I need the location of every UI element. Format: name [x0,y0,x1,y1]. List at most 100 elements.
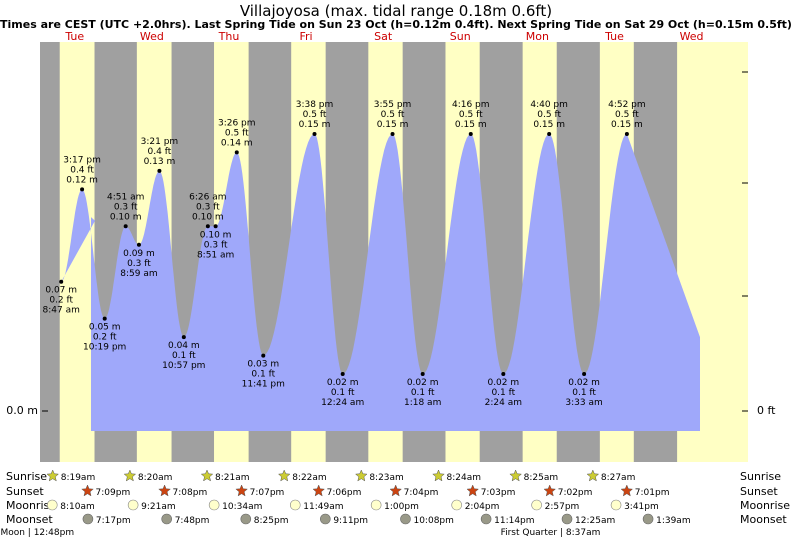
moonrise-icon [127,499,139,511]
moonrise-time: 3:41pm [624,502,659,512]
sunset-time: 7:02pm [558,488,593,498]
moonrise-time: 2:57pm [545,502,580,512]
sunset-time: 7:01pm [635,488,670,498]
tide-ft-label: 0.5 ft [459,110,483,120]
axis-ticks [42,71,748,412]
moonset-icon [161,513,173,525]
tide-annotations: 0.07 m0.2 ft8:47 am3:17 pm0.4 ft0.12 m0.… [43,100,646,408]
tide-point [261,353,266,358]
tide-m-label: 0.15 m [611,120,643,130]
sunset-time: 7:07pm [250,488,285,498]
sunset-time: 7:08pm [173,488,208,498]
moonset-icon [400,513,411,525]
row-label-sunset-left: Sunset [6,485,44,498]
tide-m-label: 0.02 m [407,378,439,388]
day-name-label: Mon [526,30,549,43]
tide-time-label: 3:33 am [565,398,602,408]
y-axis-zero-ft: 0 ft [757,404,776,417]
tide-time-label: 11:41 pm [242,380,285,390]
row-label-moonset-left: Moonset [6,513,53,526]
sunset-icon [466,484,480,497]
y-axis-zero-m: 0.0 m [6,404,38,417]
tide-m-label: 0.02 m [487,378,519,388]
tide-time-label: 10:19 pm [83,343,126,353]
tide-time-label: 8:47 am [43,306,80,316]
tide-time-label: 10:57 pm [162,361,205,371]
tide-m-label: 0.15 m [299,120,331,130]
moonset-time: 9:11pm [333,516,368,526]
sunset-time: 7:04pm [404,488,439,498]
tide-time-label: 3:17 pm [63,155,101,165]
sunrise-time: 8:25am [524,473,559,483]
sun-moon-row-labels: Sunrise Sunset Moonrise Moonset Sunrise … [6,470,790,526]
tide-m-label: 0.04 m [168,341,200,351]
tide-point [340,372,345,377]
tide-ft-label: 0.3 ft [204,240,228,250]
tide-ft-label: 0.1 ft [331,388,355,398]
chart-subtitle: Times are CEST (UTC +2.0hrs). Last Sprin… [0,18,792,31]
tide-m-label: 0.02 m [327,378,359,388]
tide-point [59,279,64,284]
tide-time-label: 4:51 am [107,192,144,202]
day-name-label: Sat [374,30,393,43]
tide-ft-label: 0.1 ft [491,388,515,398]
moonrise-time: 11:49am [303,502,343,512]
chart-title: Villajoyosa (max. tidal range 0.18m 0.6f… [240,2,552,20]
tide-time-label: 2:24 am [485,398,522,408]
tide-m-label: 0.09 m [123,249,155,259]
tide-ft-label: 0.4 ft [70,165,94,175]
moonrise-icon [610,499,622,511]
tide-ft-label: 0.3 ft [114,202,138,212]
sunset-icon [620,484,634,497]
tide-ft-label: 0.4 ft [148,147,172,157]
moonrise-icon [289,499,301,511]
sunrise-icon [123,469,137,482]
day-name-label: Tue [64,30,84,43]
tide-point [181,335,186,340]
sunrise-icon [200,469,214,482]
moonset-icon [642,513,654,525]
sun-moon-events: 8:19am 8:20am 8:21am 8:22am 8:23am 8:24am 8:25… [0,469,691,538]
tide-m-label: 0.12 m [66,175,98,185]
moonset-icon [82,513,94,525]
sunset-time: 7:09pm [96,488,131,498]
tide-point [468,131,473,136]
sunrise-time: 8:23am [369,473,404,483]
moonrise-time: 10:34am [222,502,262,512]
tide-time-label: 1:18 am [404,398,441,408]
row-label-moonrise-right: Moonrise [740,499,790,512]
tide-point [312,131,317,136]
tide-point [213,224,218,229]
tide-point [157,168,162,173]
moonrise-icon [370,499,382,511]
sunrise-icon [509,469,523,482]
tide-point [582,372,587,377]
tide-time-label: 6:26 am [189,192,226,202]
row-label-moonset-right: Moonset [740,513,787,526]
moonrise-time: 1:00pm [384,502,419,512]
moonrise-icon [531,499,542,511]
moonset-icon [561,513,573,525]
day-name-label: Wed [140,30,164,43]
tide-time-label: 4:16 pm [452,100,490,110]
moonset-time: 7:48pm [175,516,210,526]
moonrise-time: 9:21am [141,502,176,512]
sunset-icon [312,484,326,497]
sunset-icon [543,484,557,497]
row-label-sunrise-right: Sunrise [740,470,781,483]
tide-point [420,372,425,377]
tide-time-label: 4:52 pm [608,100,646,110]
tide-ft-label: 0.2 ft [93,333,117,343]
moonrise-icon [208,499,220,511]
tide-m-label: 0.05 m [89,323,121,333]
moonrise-time: 2:04pm [465,502,500,512]
tide-m-label: 0.13 m [144,157,176,167]
tide-time-label: 4:40 pm [530,100,568,110]
moonset-time: 10:08pm [413,516,453,526]
tide-time-label: 12:24 am [321,398,364,408]
sunrise-icon [46,469,60,482]
row-label-sunrise-left: Sunrise [6,470,47,483]
moonrise-icon [46,499,58,511]
moon-phase-label: New Moon | 12:48pm [0,528,74,538]
